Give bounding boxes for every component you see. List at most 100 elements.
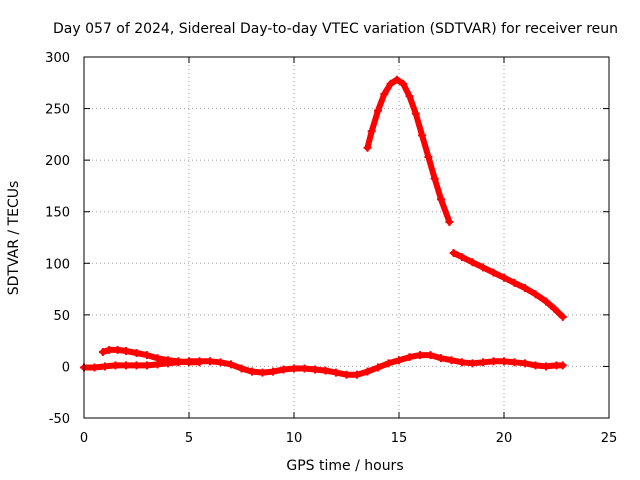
data-point bbox=[195, 358, 204, 367]
x-tick-label: 20 bbox=[496, 431, 513, 446]
y-axis-label: SDTVAR / TECUs bbox=[6, 181, 22, 296]
data-point bbox=[416, 351, 424, 360]
data-point bbox=[367, 127, 376, 136]
data-point bbox=[105, 345, 114, 354]
data-series bbox=[80, 75, 567, 379]
data-point bbox=[248, 367, 256, 376]
data-point bbox=[411, 109, 420, 118]
data-point bbox=[374, 363, 382, 372]
y-tick-label: -50 bbox=[49, 412, 70, 427]
y-tick-label: 100 bbox=[45, 257, 70, 272]
data-point bbox=[384, 359, 393, 368]
data-point bbox=[430, 174, 439, 183]
data-point bbox=[332, 368, 340, 377]
x-tick-label: 15 bbox=[391, 431, 408, 446]
data-point bbox=[531, 361, 540, 370]
data-point bbox=[489, 268, 498, 277]
data-point bbox=[392, 75, 401, 84]
data-point bbox=[132, 361, 141, 370]
data-point bbox=[98, 347, 107, 356]
data-point bbox=[521, 284, 529, 293]
y-tick-label: 150 bbox=[45, 206, 70, 221]
chart-title: Day 057 of 2024, Sidereal Day-to-day VTE… bbox=[53, 21, 618, 37]
data-point bbox=[500, 273, 508, 282]
data-point bbox=[185, 358, 193, 367]
data-point bbox=[445, 218, 454, 227]
data-point bbox=[458, 358, 466, 367]
data-point bbox=[174, 357, 183, 366]
data-point bbox=[542, 362, 550, 371]
data-point bbox=[342, 370, 351, 379]
data-point bbox=[353, 370, 361, 379]
y-tick-label: 0 bbox=[62, 360, 70, 375]
axis-ticks: 0 5 10 15 20 25 -50 0 50 100 150 200 250 300 bbox=[45, 51, 617, 446]
data-point bbox=[258, 368, 267, 377]
data-point bbox=[531, 290, 540, 299]
data-point bbox=[468, 258, 477, 267]
data-point bbox=[216, 358, 225, 367]
data-point bbox=[550, 304, 559, 313]
data-point bbox=[479, 358, 487, 367]
data-point bbox=[153, 354, 162, 363]
data-point bbox=[489, 357, 498, 366]
data-point bbox=[300, 364, 309, 373]
x-tick-label: 10 bbox=[286, 431, 303, 446]
series-satellite-track-decline bbox=[449, 248, 567, 321]
data-point bbox=[521, 359, 529, 368]
series-trace bbox=[364, 76, 453, 225]
data-point bbox=[269, 367, 277, 376]
data-point bbox=[449, 248, 458, 257]
data-point bbox=[418, 131, 427, 140]
x-tick-label: 0 bbox=[80, 431, 88, 446]
data-point bbox=[542, 297, 550, 306]
data-point bbox=[426, 351, 435, 360]
data-point bbox=[458, 253, 466, 262]
data-point bbox=[405, 92, 414, 101]
y-tick-label: 250 bbox=[45, 103, 70, 118]
data-point bbox=[279, 365, 288, 374]
data-point bbox=[206, 357, 214, 366]
data-point bbox=[143, 351, 151, 360]
data-point bbox=[447, 356, 456, 365]
data-point bbox=[113, 345, 122, 354]
data-point bbox=[311, 365, 319, 374]
x-tick-label: 25 bbox=[601, 431, 618, 446]
data-point bbox=[510, 278, 519, 287]
data-point bbox=[500, 357, 508, 366]
data-point bbox=[437, 354, 445, 363]
x-tick-label: 5 bbox=[185, 431, 193, 446]
data-point bbox=[405, 353, 414, 362]
data-point bbox=[227, 360, 235, 369]
y-tick-label: 300 bbox=[45, 51, 70, 66]
data-point bbox=[363, 143, 372, 152]
data-point bbox=[290, 364, 298, 373]
x-axis-label: GPS time / hours bbox=[286, 458, 403, 474]
data-point bbox=[374, 106, 382, 115]
data-point bbox=[143, 361, 151, 370]
data-point bbox=[558, 361, 567, 370]
data-point bbox=[558, 312, 567, 321]
y-tick-label: 50 bbox=[53, 309, 70, 324]
data-point bbox=[395, 356, 403, 365]
data-point bbox=[321, 366, 330, 375]
plot-frame bbox=[83, 56, 610, 419]
data-point bbox=[386, 79, 395, 88]
data-point bbox=[164, 356, 172, 365]
data-point bbox=[101, 362, 109, 371]
data-point bbox=[510, 358, 519, 367]
data-point bbox=[380, 90, 389, 99]
data-point bbox=[90, 363, 99, 372]
data-point bbox=[122, 361, 130, 370]
data-point bbox=[424, 153, 433, 162]
series-satellite-track-early bbox=[98, 345, 204, 367]
data-point bbox=[399, 79, 408, 88]
series-satellite-track-baseline bbox=[80, 351, 567, 379]
data-point bbox=[122, 346, 130, 355]
series-satellite-track-peak bbox=[363, 75, 454, 227]
data-point bbox=[437, 195, 445, 204]
y-tick-label: 200 bbox=[45, 154, 70, 169]
data-point bbox=[363, 367, 372, 376]
data-point bbox=[111, 361, 120, 370]
data-point bbox=[479, 263, 487, 272]
